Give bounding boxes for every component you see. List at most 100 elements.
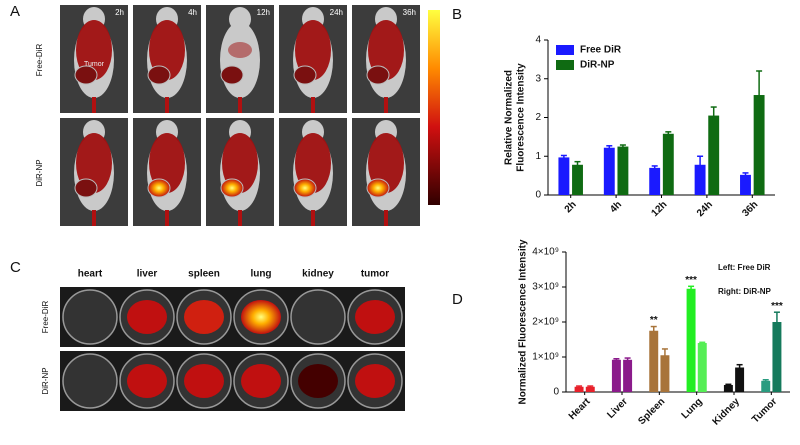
tumor-circle xyxy=(366,178,390,198)
x-tick-label: 24h xyxy=(695,199,715,219)
time-label: 24h xyxy=(330,8,343,17)
time-label: 4h xyxy=(188,8,197,17)
y-axis-label: Relative Normalized xyxy=(504,70,515,165)
bar xyxy=(694,164,706,195)
tumor-circle xyxy=(366,65,390,85)
legend-swatch xyxy=(556,60,574,70)
organ-signal xyxy=(355,364,395,398)
signal xyxy=(76,20,112,80)
x-tick-label: 12h xyxy=(650,199,670,219)
x-tick-label: 2h xyxy=(563,199,579,215)
y-tick-label: 1×10⁹ xyxy=(532,352,559,363)
y-tick-label: 0 xyxy=(535,190,541,201)
mouse-head xyxy=(229,7,251,31)
row-label: Free-DiR xyxy=(41,301,50,334)
well xyxy=(62,353,118,409)
significance: *** xyxy=(771,301,783,312)
mouse-body xyxy=(220,22,260,98)
tumor-circle xyxy=(74,65,98,85)
tumor-circle xyxy=(293,65,317,85)
tumor-label: Tumor xyxy=(84,61,105,68)
tumor-circle xyxy=(74,178,98,198)
bar xyxy=(753,95,765,195)
y-tick-label: 0 xyxy=(553,387,559,398)
bar xyxy=(697,343,707,392)
y-tick-label: 2 xyxy=(535,112,541,123)
y-tick-label: 3×10⁹ xyxy=(532,282,559,293)
tumor-circle xyxy=(220,65,244,85)
bar xyxy=(649,167,661,195)
panel-label: C xyxy=(10,259,21,276)
signal xyxy=(368,20,404,80)
bar xyxy=(772,322,782,392)
legend-label: Left: Free DiR xyxy=(718,263,771,272)
significance: *** xyxy=(685,275,697,286)
bar xyxy=(740,174,751,195)
legend-label: DiR-NP xyxy=(580,60,615,71)
bar xyxy=(558,157,570,195)
bar xyxy=(585,386,595,392)
bar xyxy=(708,115,720,195)
organ-signal xyxy=(241,300,281,334)
y-tick-label: 4×10⁹ xyxy=(532,247,559,258)
y-tick-label: 2×10⁹ xyxy=(532,317,559,328)
panel-label: D xyxy=(452,291,463,308)
organ-signal xyxy=(127,300,167,334)
organ-label: spleen xyxy=(188,269,220,280)
bar xyxy=(572,164,583,195)
organ-signal xyxy=(127,364,167,398)
x-tick-label: Spleen xyxy=(636,396,667,427)
organ-signal xyxy=(184,364,224,398)
organ-label: tumor xyxy=(361,269,389,280)
x-tick-label: Lung xyxy=(680,396,705,421)
legend-swatch xyxy=(556,45,574,55)
bar xyxy=(660,355,670,392)
bar xyxy=(574,386,584,392)
bar xyxy=(623,359,633,392)
row-label: DiR-NP xyxy=(41,367,50,394)
signal xyxy=(222,133,258,193)
tumor-circle xyxy=(147,178,171,198)
organ-signal xyxy=(298,364,338,398)
x-tick-label: Heart xyxy=(567,396,593,422)
tumor-circle xyxy=(147,65,171,85)
x-tick-label: 4h xyxy=(608,199,624,215)
organ-signal xyxy=(184,300,224,334)
organ-label: kidney xyxy=(302,269,334,280)
time-label: 12h xyxy=(257,8,270,17)
well xyxy=(62,289,118,345)
organ-label: lung xyxy=(250,269,271,280)
bar xyxy=(617,146,629,195)
time-label: 36h xyxy=(403,8,416,17)
signal xyxy=(76,133,112,193)
x-tick-label: 36h xyxy=(740,199,760,219)
signal xyxy=(368,133,404,193)
legend-label: Right: DiR-NP xyxy=(718,287,772,296)
signal xyxy=(149,133,185,193)
bar xyxy=(649,330,659,392)
colorbar xyxy=(428,10,440,205)
organ-label: heart xyxy=(78,269,103,280)
bar xyxy=(686,288,696,392)
organ-label: liver xyxy=(137,269,158,280)
signal xyxy=(149,20,185,80)
x-tick-label: Tumor xyxy=(750,396,779,425)
bar xyxy=(723,385,733,392)
tumor-circle xyxy=(220,178,244,198)
x-tick-label: Kidney xyxy=(711,396,743,428)
bar xyxy=(611,359,621,392)
row-label: Free-DiR xyxy=(35,44,44,77)
bar xyxy=(761,380,771,392)
row-label: DiR-NP xyxy=(35,159,44,186)
y-tick-label: 4 xyxy=(535,35,541,46)
y-axis-label: Normalized Fluorescence Intensity xyxy=(518,239,529,404)
signal xyxy=(295,20,331,80)
x-tick-label: Liver xyxy=(605,396,630,421)
time-label: 2h xyxy=(115,8,124,17)
signal xyxy=(228,42,252,58)
significance: ** xyxy=(650,315,658,326)
panel-label: B xyxy=(452,6,462,23)
signal xyxy=(295,133,331,193)
bar xyxy=(662,133,674,195)
